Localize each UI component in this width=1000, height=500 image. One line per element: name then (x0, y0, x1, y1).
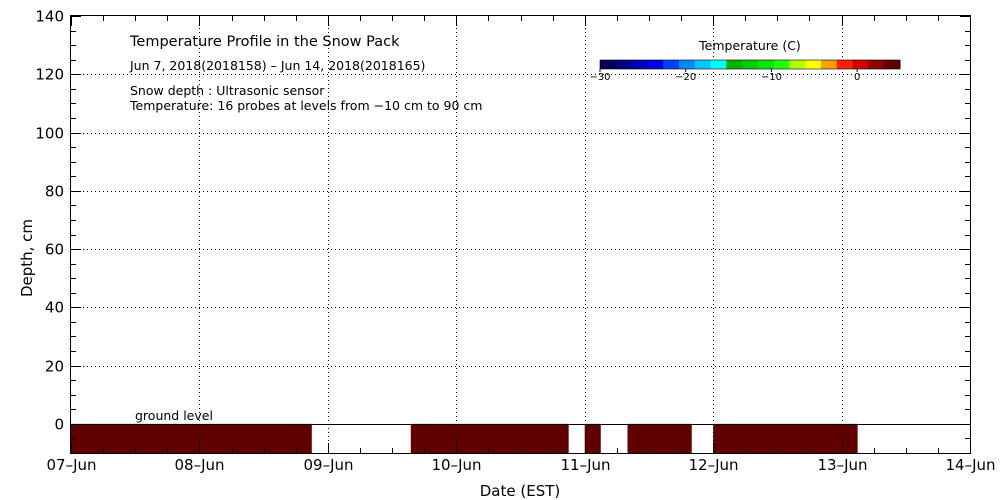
colorbar-swatch (821, 60, 838, 69)
colorbar-swatch (600, 60, 617, 69)
y-tick-labels: 0 20 40 60 80 100 120 140 (35, 8, 64, 434)
x-tick-labels: 07–Jun 08–Jun 09–Jun 10–Jun 11–Jun 12–Jun 13–J… (46, 456, 995, 474)
colorbar-tick-label: 0 (854, 72, 860, 83)
axis-ticks (71, 16, 971, 454)
y-tick-label: 20 (45, 358, 64, 376)
colorbar-swatch (615, 60, 633, 69)
temperature-segment (71, 423, 312, 453)
colorbar-swatch (884, 60, 901, 69)
colorbar-swatch (694, 60, 712, 69)
colorbar-swatch (678, 60, 696, 69)
y-tick-label: 0 (54, 416, 64, 434)
colorbar-swatch (631, 60, 648, 69)
ground-level-label: ground level (135, 408, 213, 423)
x-tick-label: 07–Jun (46, 456, 96, 474)
colorbar-swatch (836, 60, 854, 69)
y-tick-label: 60 (45, 241, 64, 259)
temperature-segment (627, 423, 692, 453)
colorbar-swatch (805, 60, 822, 69)
colorbar-swatch (868, 60, 885, 69)
colorbar-swatch (757, 60, 775, 69)
colorbar-tick-label: −10 (761, 72, 782, 83)
colorbar-swatch (742, 60, 759, 69)
x-tick-label: 08–Jun (174, 456, 224, 474)
colorbar: Temperature (C) −30 −20 −10 0 (589, 38, 901, 83)
temperature-segment (713, 423, 858, 453)
x-tick-label: 11–Jun (560, 456, 610, 474)
y-tick-label: 120 (35, 66, 64, 84)
y-tick-label: 40 (45, 299, 64, 317)
colorbar-swatch (852, 60, 869, 69)
chart-subtitle: Jun 7, 2018(2018158) – Jun 14, 2018(2018… (129, 58, 425, 73)
y-tick-label: 80 (45, 183, 64, 201)
x-tick-label: 09–Jun (303, 456, 353, 474)
colorbar-swatch (773, 60, 790, 69)
x-tick-label: 10–Jun (431, 456, 481, 474)
colorbar-swatches (599, 59, 901, 70)
colorbar-ticks: −30 −20 −10 0 (589, 69, 860, 83)
grid-lines (71, 16, 970, 453)
x-tick-label: 12–Jun (688, 456, 738, 474)
colorbar-swatch (726, 60, 743, 69)
colorbar-swatch (710, 60, 727, 69)
y-tick-label: 140 (35, 8, 64, 26)
x-axis-title: Date (EST) (480, 482, 561, 500)
probe-note: Temperature: 16 probes at levels from −1… (129, 98, 482, 113)
colorbar-border (599, 59, 901, 70)
y-tick-label: 100 (35, 125, 64, 143)
colorbar-tick-label: −20 (675, 72, 696, 83)
temperature-segment (584, 423, 601, 453)
colorbar-swatch (663, 60, 680, 69)
x-tick-label: 14–Jun (945, 456, 995, 474)
temperature-bands (71, 423, 858, 453)
chart-title: Temperature Profile in the Snow Pack (129, 34, 400, 50)
temperature-segment (410, 423, 569, 453)
colorbar-swatch (647, 60, 664, 69)
colorbar-swatch (789, 60, 806, 69)
sensor-note: Snow depth : Ultrasonic sensor (130, 83, 325, 98)
colorbar-tick-label: −30 (589, 72, 610, 83)
colorbar-title: Temperature (C) (698, 38, 801, 53)
y-axis-title: Depth, cm (18, 219, 36, 297)
plot-frame (70, 15, 971, 454)
x-tick-label: 13–Jun (817, 456, 867, 474)
